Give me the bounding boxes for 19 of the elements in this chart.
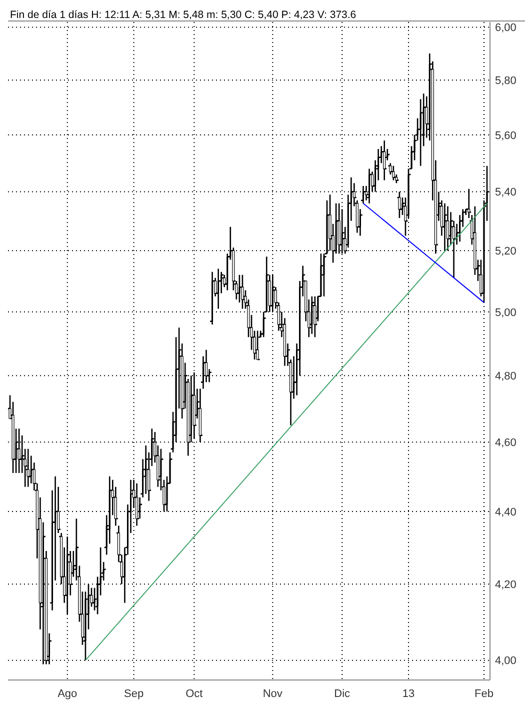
x-tick-label: Sep xyxy=(124,688,144,700)
x-tick-label: Dic xyxy=(334,688,351,700)
y-tick-label: 5,40 xyxy=(495,186,516,199)
y-tick-label: 5,60 xyxy=(495,130,516,142)
x-tick-label: Feb xyxy=(474,688,494,700)
y-tick-label: 6,00 xyxy=(495,22,516,34)
x-tick-label: Ago xyxy=(58,688,78,700)
chart-title: Fin de día 1 días H: 12:11 A: 5,31 M: 5,48 m: 5,30 C: 5,40 P: 4,23 V: 373.6 xyxy=(10,9,356,21)
y-tick-label: 5,80 xyxy=(495,74,516,87)
y-tick-label: 4,80 xyxy=(495,370,516,382)
y-tick-label: 4,00 xyxy=(495,655,516,668)
y-tick-label: 4,40 xyxy=(495,506,516,518)
y-tick-label: 5,00 xyxy=(495,306,516,319)
x-tick-label: Nov xyxy=(262,688,283,700)
y-tick-label: 4,60 xyxy=(495,436,516,449)
y-tick-label: 4,20 xyxy=(495,579,516,592)
x-tick-label: Oct xyxy=(186,688,203,700)
x-tick-label: 13 xyxy=(402,688,415,700)
y-tick-label: 5,20 xyxy=(495,246,516,258)
